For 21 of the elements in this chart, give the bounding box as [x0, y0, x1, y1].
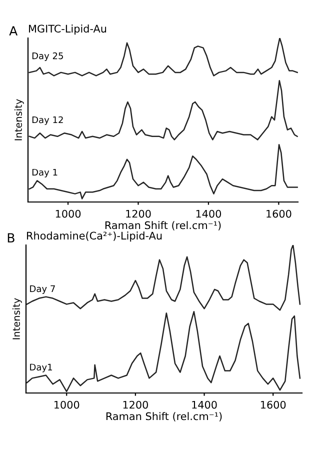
y-axis-title: Intensity [12, 298, 22, 340]
x-tick-label: 1200 [123, 400, 148, 409]
x-tick-label: 1000 [56, 210, 81, 218]
x-tick-label: 1400 [196, 210, 222, 218]
series-label: Day 7 [30, 285, 55, 294]
chart-title: Rhodamine(Ca²⁺)-Lipid-Au [27, 232, 162, 242]
x-tick-label: 1000 [54, 400, 80, 409]
x-tick-label: 1200 [126, 210, 151, 218]
x-axis-title: Raman Shift (rel.cm⁻¹) [106, 412, 222, 422]
x-tick-label: 1600 [266, 210, 292, 218]
series-label: Day1 [30, 364, 52, 372]
series-label: Day 12 [32, 116, 63, 125]
x-tick-label: 1600 [260, 400, 286, 409]
series-label: Day 25 [32, 52, 63, 61]
series-label: Day 1 [32, 168, 58, 178]
chart-title: MGITC-Lipid-Au [29, 24, 106, 35]
y-axis-title: Intensity [14, 99, 24, 140]
x-tick-label: 1400 [192, 400, 217, 409]
text: A [9, 26, 18, 36]
x-axis-title: Raman Shift (rel.cm⁻¹) [105, 221, 221, 230]
text: B [8, 233, 14, 242]
